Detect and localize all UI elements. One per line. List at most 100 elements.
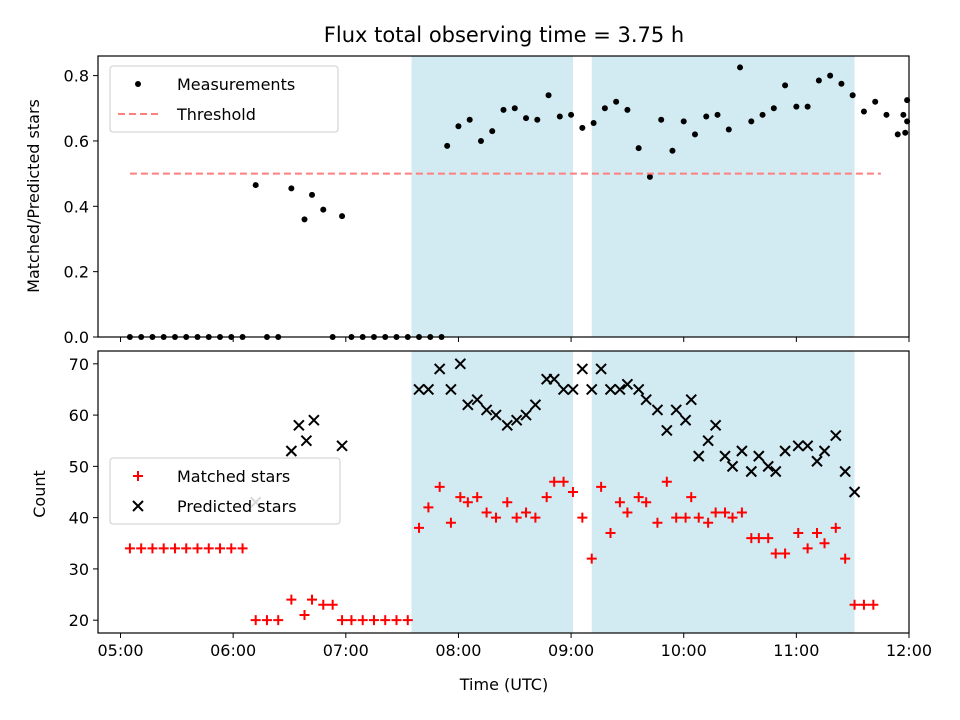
matched-star-point [641,497,652,508]
matched-star-point [307,594,318,605]
x-tick-label: 11:00 [773,641,819,660]
matched-star-point [770,548,781,559]
predicted-star-point [736,445,748,457]
legend-box [109,65,339,133]
measurement-point [714,111,721,118]
y-tick-label: 0.6 [64,132,89,151]
matched-star-point [693,512,704,523]
matched-star-point [703,517,714,528]
matched-star-point [192,543,203,554]
matched-star-point [622,507,633,518]
matched-star-point [273,615,284,626]
x-tick-label: 12:00 [886,641,932,660]
measurement-point [883,111,890,118]
y-axis-label-bottom: Count [30,470,49,518]
y-tick-label: 50 [69,457,89,476]
measurement-point [860,108,867,115]
predicted-star-point [595,363,607,375]
matched-star-point [346,615,357,626]
matched-star-point [530,512,541,523]
matched-star-point [633,492,644,503]
shaded-interval-1 [411,56,573,337]
predicted-star-point [661,424,673,437]
measurement-point [838,80,845,87]
matched-star-point [169,543,180,554]
matched-star-point [327,599,338,610]
matched-star-point [357,615,368,626]
measurement-point [455,123,462,130]
measurement-point [804,103,811,110]
plot-frame [97,55,910,338]
predicted-star-point [586,383,598,396]
matched-star-point [858,599,869,610]
measurement-point [748,118,755,125]
matched-star-point [445,517,456,528]
measurement-point [601,105,608,112]
measurement-point [902,129,909,136]
legend-top: Measurements Threshold [109,65,339,133]
predicted-star-point [709,419,722,432]
measurement-point [669,147,676,154]
predicted-star-point [433,363,446,375]
matched-star-point [661,476,672,487]
matched-star-point [541,492,552,503]
matched-star-point [736,507,747,518]
matched-star-point [671,512,682,523]
matched-star-point [226,543,237,554]
predicted-star-point [770,465,782,478]
predicted-star-point [762,460,774,473]
predicted-star-point [745,465,758,478]
predicted-star-point [830,429,842,442]
shaded-interval-2 [591,56,855,337]
matched-star-point [434,481,445,492]
matched-star-point [337,615,348,626]
predicted-star-point [818,445,831,457]
shaded-interval-2 [591,351,855,633]
matched-star-point [502,497,513,508]
matched-star-point [391,615,402,626]
predicted-star-point [557,383,570,396]
measurement-point [556,113,563,120]
y-tick-label: 20 [69,611,89,630]
measurement-point [658,116,665,123]
predicted-star-point [702,435,714,447]
matched-star-point [652,517,663,528]
matched-star-point [414,522,425,533]
matched-star-point [780,548,791,559]
matched-star-point [567,487,578,497]
measurement-point [793,103,800,110]
matched-star-point [577,512,588,523]
predicted-star-point [801,440,814,452]
matched-star-point [812,528,823,539]
predicted-star-point [614,383,626,396]
measurement-point [500,106,507,113]
matched-star-point [261,615,272,626]
predicted-star-point [640,394,652,406]
predicted-star-point [510,414,523,426]
y-tick-label: 40 [69,509,89,528]
chart-title: Flux total observing time = 3.75 h [324,23,684,47]
measurement-point [523,115,530,122]
matched-star-point [237,543,248,554]
measurement-point [894,131,901,138]
matched-star-point [849,599,860,610]
predicted-star-point [413,383,425,396]
x-tick-label: 08:00 [435,641,481,660]
flux-ratio-panel: 0.0 0.2 0.4 0.6 0.8 Measurements Threshold [64,55,911,347]
measurement-point [568,111,575,118]
measurement-point [703,113,710,120]
matched-star-point [490,512,501,523]
matched-star-point [558,476,569,487]
legend-box [109,457,341,525]
predicted-star-point [685,394,697,406]
measurement-point [579,124,586,131]
y-tick-label: 70 [69,355,89,374]
predicted-star-point [726,460,739,473]
predicted-star-point [300,435,313,447]
measurement-point [339,213,346,220]
matched-star-point [181,543,192,554]
measurement-point [624,106,631,113]
measurement-point [759,111,766,118]
matched-star-point [511,512,522,523]
matched-star-point [605,528,616,539]
